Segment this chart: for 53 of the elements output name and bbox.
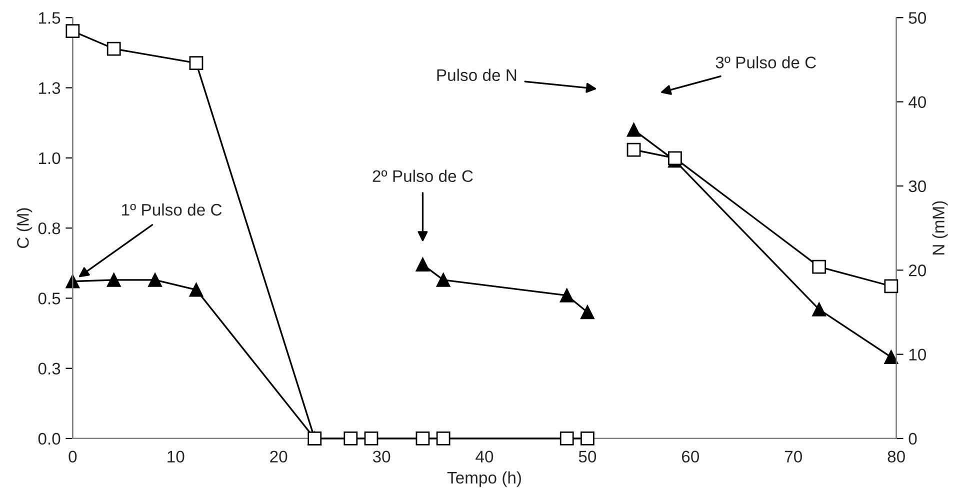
point (668, 151, 682, 166)
x-tick-label: 20 (270, 450, 288, 463)
point (560, 288, 574, 302)
annotation: Pulso de N (437, 68, 516, 82)
y-tick-label: 1.0 (38, 152, 60, 164)
y2-tick-label: 20 (908, 264, 926, 276)
y-tick-label: 1.5 (38, 12, 60, 24)
point (189, 56, 204, 70)
point (416, 258, 430, 272)
point (106, 42, 121, 56)
point (106, 273, 121, 287)
y-tick-label: 0.0 (38, 432, 60, 445)
point (436, 432, 450, 446)
x-tick-label: 40 (476, 450, 494, 463)
y-axis-title: C (M) (16, 208, 32, 248)
y2-tick-label: 30 (908, 180, 926, 192)
point (812, 302, 826, 316)
y-tick-label: 0.5 (38, 292, 60, 304)
point (580, 432, 594, 446)
x-tick-label: 10 (168, 450, 184, 463)
point (560, 432, 574, 446)
y-tick-label: 0.8 (38, 222, 60, 234)
point (189, 282, 204, 297)
point (626, 142, 641, 157)
x-tick-label: 80 (888, 450, 905, 463)
x-tick-label: 60 (682, 450, 700, 463)
y-tick-label: 0.3 (38, 362, 60, 375)
point (344, 432, 358, 446)
point (364, 432, 378, 446)
point (626, 122, 641, 137)
y2-tick-label: 40 (908, 96, 926, 108)
point (580, 305, 594, 320)
y2-tick-label: 10 (909, 348, 926, 361)
annotation: 1º Pulso de C (122, 203, 222, 216)
annotation: 2º Pulso de C (372, 170, 473, 182)
x-tick-label: 50 (578, 450, 596, 463)
x-tick-label: 30 (372, 450, 390, 463)
y2-tick-label: 50 (908, 12, 926, 24)
point (884, 279, 898, 294)
point (66, 274, 80, 288)
y2-tick-label: 0 (908, 432, 917, 445)
annotation: 3º Pulso de C (716, 56, 816, 68)
x-axis-title: Tempo (h) (447, 471, 521, 487)
point (148, 273, 162, 287)
y-tick-label: 1.3 (38, 82, 60, 94)
point (436, 273, 450, 287)
point (812, 260, 826, 274)
x-tick-label: 70 (784, 450, 802, 463)
point (416, 432, 430, 446)
point (884, 350, 898, 364)
point (66, 24, 80, 38)
y2-axis-title: N (mM) (932, 201, 948, 254)
x-tick-label: 0 (68, 450, 77, 463)
